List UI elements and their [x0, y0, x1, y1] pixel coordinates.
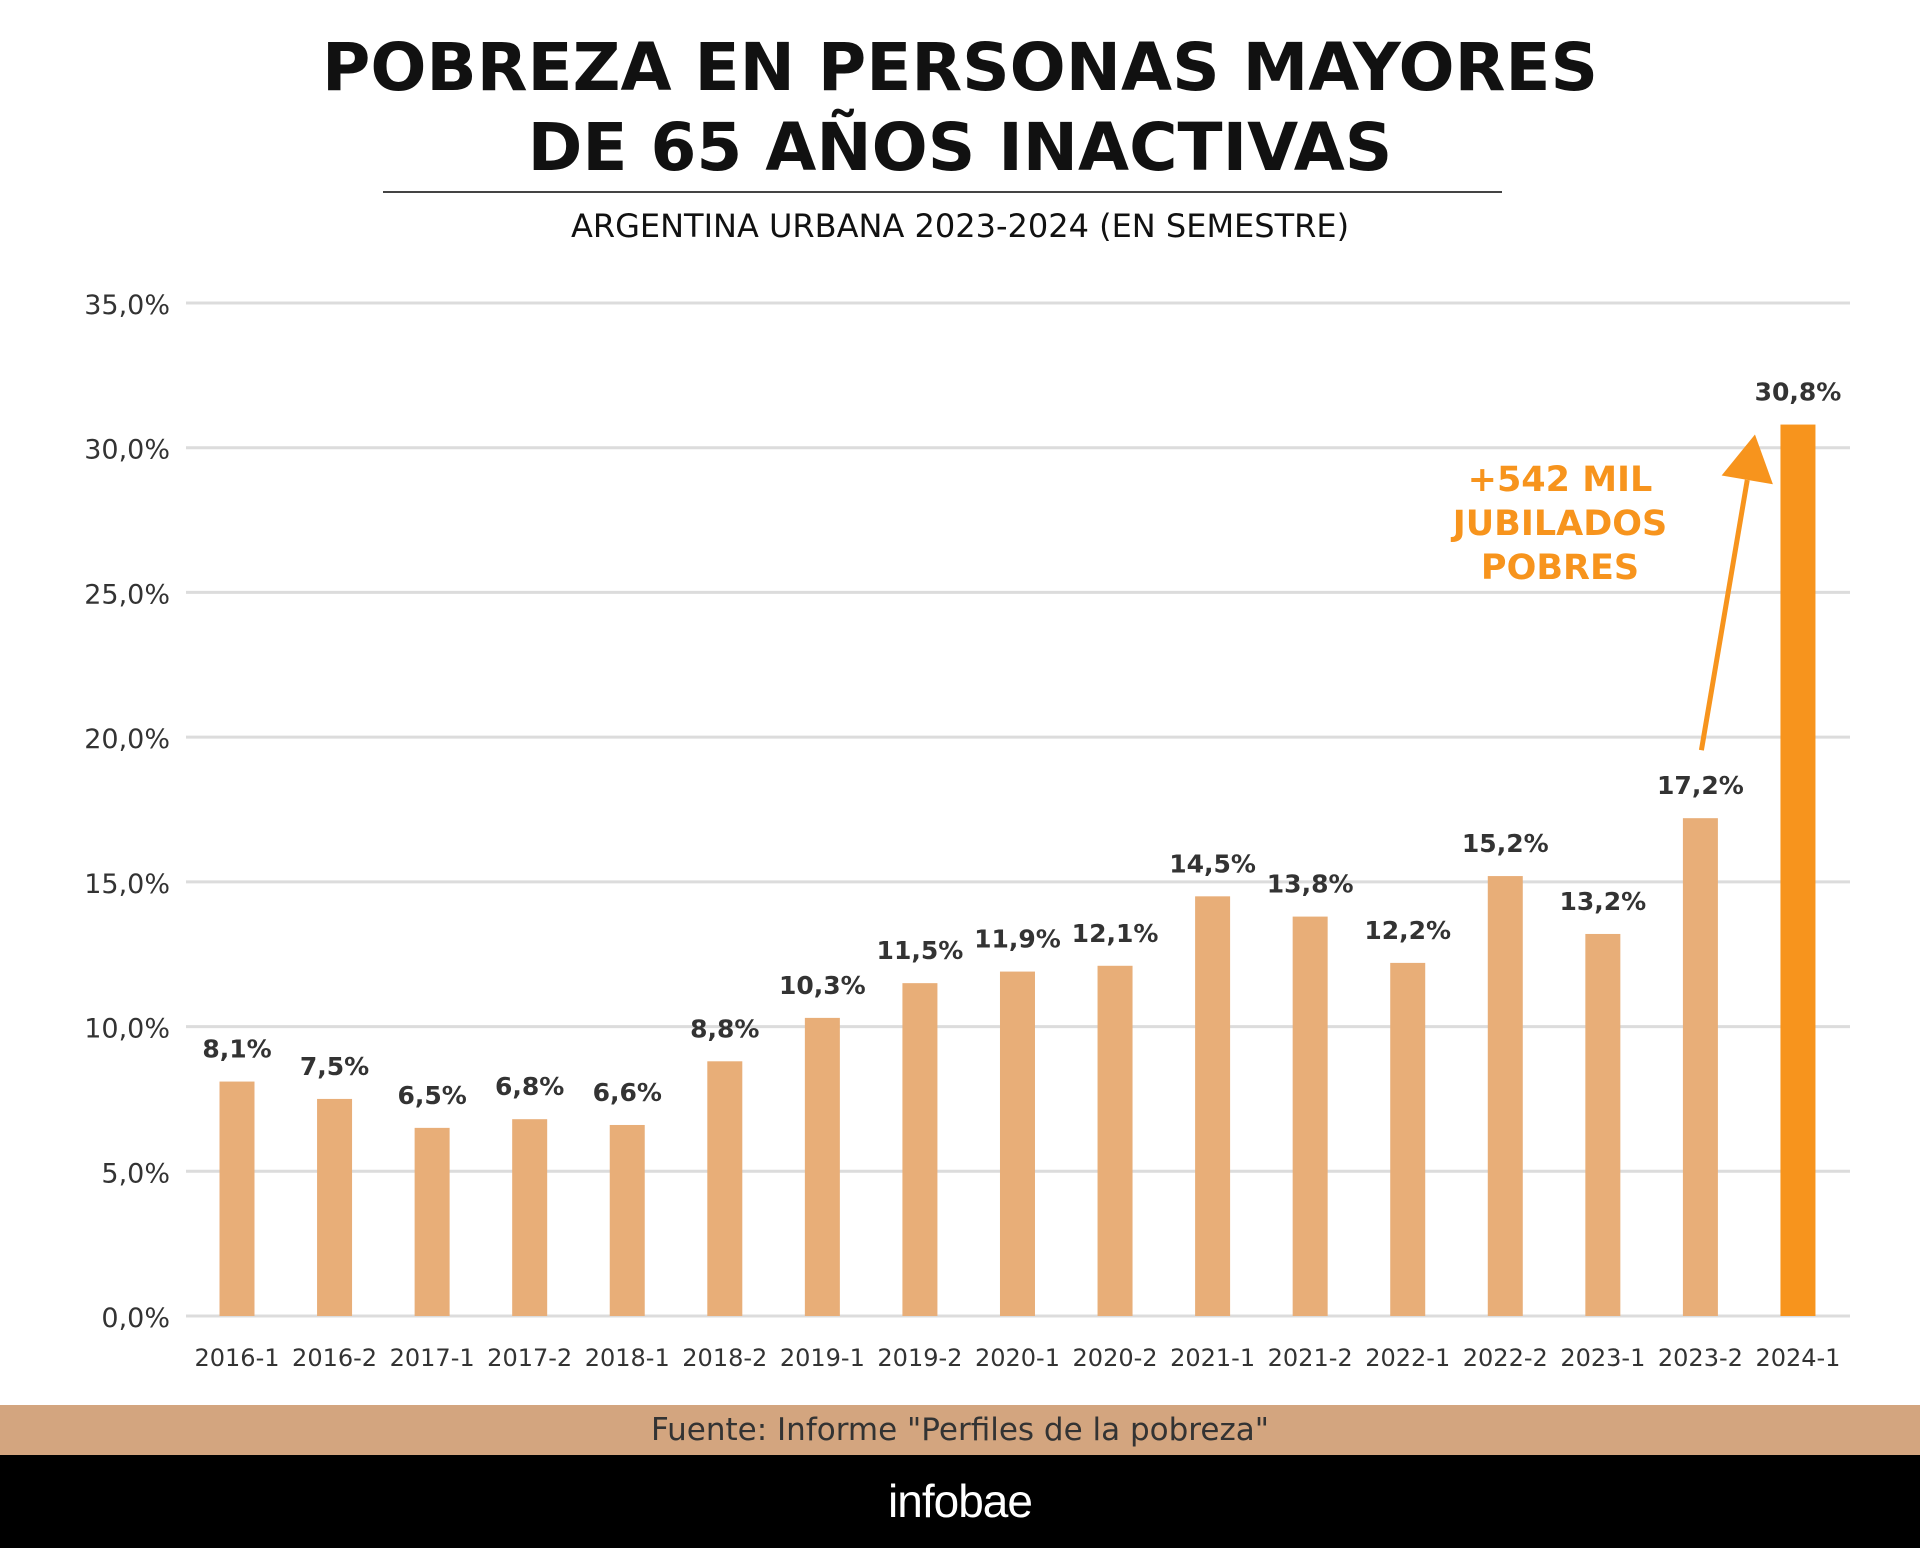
x-tick-label: 2022-2: [1463, 1344, 1548, 1372]
data-label: 8,1%: [202, 1035, 271, 1064]
footer-bar: infobae: [0, 1455, 1920, 1548]
data-label: 6,8%: [495, 1072, 564, 1101]
x-tick-label: 2022-1: [1365, 1344, 1450, 1372]
bar: [1487, 876, 1523, 1316]
data-label: 30,8%: [1755, 378, 1842, 407]
chart-title: POBREZA EN PERSONAS MAYORES DE 65 AÑOS I…: [0, 28, 1920, 188]
bars: [219, 424, 1816, 1316]
x-tick-label: 2024-1: [1755, 1344, 1840, 1372]
x-tick-label: 2019-1: [780, 1344, 865, 1372]
title-line-2: DE 65 AÑOS INACTIVAS: [527, 109, 1393, 186]
bar: [1097, 965, 1133, 1316]
data-label: 12,2%: [1364, 916, 1451, 945]
y-tick-label: 15,0%: [84, 869, 170, 900]
infobae-logo: infobae: [888, 1475, 1033, 1527]
bar: [804, 1017, 840, 1316]
data-label: 6,6%: [593, 1078, 662, 1107]
y-tick-label: 5,0%: [101, 1158, 170, 1189]
title-line-1: POBREZA EN PERSONAS MAYORES: [321, 29, 1599, 106]
data-label: 13,2%: [1559, 887, 1646, 916]
data-label: 14,5%: [1169, 849, 1256, 878]
x-axis-ticks: 2016-1 2016-2 2017-1 2017-2 2018-1 2018-2 2019…: [194, 1344, 1840, 1372]
title-divider: [383, 191, 1502, 193]
x-tick-label: 2021-2: [1268, 1344, 1353, 1372]
x-tick-label: 2023-2: [1658, 1344, 1743, 1372]
bar: [999, 971, 1035, 1316]
x-tick-label: 2018-1: [585, 1344, 670, 1372]
source-text: Fuente: Informe "Perfiles de la pobreza": [651, 1412, 1269, 1448]
bar: [1585, 933, 1621, 1316]
data-label: 13,8%: [1267, 870, 1354, 899]
x-tick-label: 2019-2: [877, 1344, 962, 1372]
bar-chart: 0,0% 5,0% 10,0% 15,0% 20,0% 25,0% 30,0% 35,0% 8…: [84, 290, 1850, 1372]
data-label: 8,8%: [690, 1014, 759, 1043]
arrow-head-icon: [1721, 434, 1773, 485]
x-tick-label: 2016-1: [194, 1344, 279, 1372]
y-tick-label: 35,0%: [84, 290, 170, 321]
x-tick-label: 2018-2: [682, 1344, 767, 1372]
bar: [1682, 818, 1718, 1316]
data-label: 11,9%: [974, 925, 1061, 954]
chart-subtitle: ARGENTINA URBANA 2023-2024 (EN SEMESTRE): [570, 207, 1350, 245]
y-tick-label: 10,0%: [84, 1014, 170, 1045]
x-tick-label: 2020-2: [1073, 1344, 1158, 1372]
bar: [414, 1127, 450, 1316]
bar: [512, 1119, 548, 1316]
data-labels: 8,1% 7,5% 6,5% 6,8% 6,6% 8,8% 10,3% 11,5% 11,9% 1…: [202, 378, 1841, 1110]
x-tick-label: 2017-2: [487, 1344, 572, 1372]
bar: [902, 983, 938, 1316]
bar: [317, 1098, 353, 1316]
annotation-text-line: +542 MIL: [1468, 460, 1653, 500]
bar: [219, 1081, 255, 1316]
y-tick-label: 30,0%: [84, 435, 170, 466]
data-label: 6,5%: [397, 1081, 466, 1110]
bar: [1292, 916, 1328, 1316]
data-label: 12,1%: [1072, 919, 1159, 948]
y-tick-label: 20,0%: [84, 724, 170, 755]
annotation-text-line: POBRES: [1481, 548, 1639, 588]
source-band: Fuente: Informe "Perfiles de la pobreza": [0, 1405, 1920, 1455]
data-label: 11,5%: [877, 936, 964, 965]
x-tick-label: 2021-1: [1170, 1344, 1255, 1372]
data-label: 7,5%: [300, 1052, 369, 1081]
x-tick-label: 2020-1: [975, 1344, 1060, 1372]
data-label: 17,2%: [1657, 771, 1744, 800]
x-tick-label: 2016-2: [292, 1344, 377, 1372]
x-tick-label: 2023-1: [1560, 1344, 1645, 1372]
bar: [1780, 424, 1816, 1316]
arrow-shaft: [1698, 479, 1750, 751]
bar: [707, 1061, 743, 1316]
x-tick-label: 2017-1: [390, 1344, 475, 1372]
data-label: 15,2%: [1462, 829, 1549, 858]
y-tick-label: 25,0%: [84, 579, 170, 610]
bar: [1195, 896, 1231, 1316]
y-axis-ticks: 0,0% 5,0% 10,0% 15,0% 20,0% 25,0% 30,0% 35,0%: [84, 290, 170, 1334]
bar: [609, 1124, 645, 1316]
data-label: 10,3%: [779, 971, 866, 1000]
bar: [1390, 962, 1426, 1316]
annotation-text-line: JUBILADOS: [1451, 504, 1668, 544]
y-tick-label: 0,0%: [101, 1303, 170, 1334]
